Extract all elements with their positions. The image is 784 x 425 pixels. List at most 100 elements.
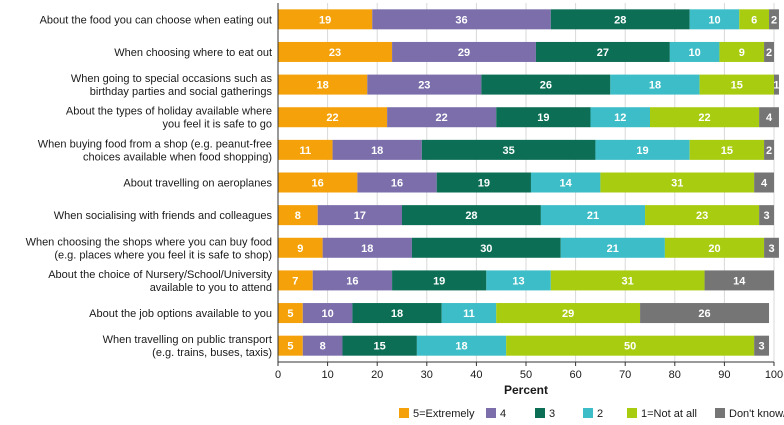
bar-segment	[322, 237, 412, 258]
x-tick-label: 40	[470, 369, 482, 381]
legend: 5=Extremely 4 3 2 1=Not at all Don't know/NA	[399, 408, 784, 420]
bar-segment	[496, 303, 641, 324]
bar-value-label: 35	[503, 145, 515, 157]
bar-segment	[278, 107, 388, 128]
bar-segment	[699, 74, 774, 95]
bar-segment	[367, 74, 482, 95]
legend-swatch	[715, 408, 725, 418]
bar-value-label: 22	[698, 112, 710, 124]
bar-segment	[387, 107, 497, 128]
bar-value-label: 12	[614, 112, 626, 124]
bar-segment	[352, 303, 442, 324]
bar-value-label: 15	[731, 80, 743, 92]
bar-segment	[764, 139, 774, 160]
category-label: About the choice of Nursery/School/Unive…	[48, 269, 272, 281]
bar-segment	[664, 237, 765, 258]
bar-segment	[278, 9, 373, 30]
bar-segment	[530, 172, 601, 193]
bar-value-label: 11	[463, 308, 475, 320]
x-tick-label: 60	[569, 369, 581, 381]
bars: 19 36 28 10 6 223 29 27 10 9 218 23 26 18 15 122 22 19 12 2…	[278, 9, 780, 356]
x-tick-label: 70	[619, 369, 631, 381]
bar-value-label: 26	[698, 308, 710, 320]
bar-value-label: 28	[465, 210, 477, 222]
bar-value-label: 19	[636, 145, 648, 157]
bar-segment	[496, 107, 591, 128]
category-label: When socialising with friends and collea…	[54, 210, 273, 222]
bar-value-label: 3	[768, 243, 774, 255]
bar-segment	[764, 41, 774, 62]
x-tick-label: 0	[275, 369, 281, 381]
legend-label: Don't know/NA	[729, 408, 784, 420]
x-tick-label: 90	[718, 369, 730, 381]
category-label: you feel it is safe to go	[163, 119, 272, 131]
bar-value-label: 6	[751, 14, 757, 26]
bar-segment	[278, 205, 318, 226]
bar-value-label: 30	[480, 243, 492, 255]
category-label: About travelling on aeroplanes	[123, 178, 272, 190]
bar-segment	[372, 9, 551, 30]
bar-segment	[416, 335, 507, 356]
bar-value-label: 29	[562, 308, 574, 320]
x-axis-title: Percent	[504, 383, 548, 397]
bar-segment	[278, 41, 393, 62]
bar-segment	[278, 172, 358, 193]
bar-value-label: 2	[766, 145, 772, 157]
bar-value-label: 16	[312, 178, 324, 190]
category-label: When choosing the shops where you can bu…	[26, 236, 272, 248]
category-labels: About the food you can choose when eatin…	[26, 14, 273, 359]
bar-segment	[704, 270, 774, 291]
bar-value-label: 10	[708, 14, 720, 26]
legend-swatch	[486, 408, 496, 418]
bar-segment	[739, 9, 770, 30]
x-tick-label: 100	[765, 369, 783, 381]
legend-label: 2	[597, 408, 603, 420]
bar-value-label: 31	[622, 275, 634, 287]
bar-segment	[535, 41, 670, 62]
category-label: When choosing where to eat out	[114, 47, 272, 59]
bar-segment	[357, 172, 437, 193]
bar-value-label: 23	[418, 80, 430, 92]
bar-segment	[278, 74, 368, 95]
bar-segment	[278, 139, 333, 160]
bar-segment	[392, 41, 536, 62]
bar-value-label: 18	[371, 145, 383, 157]
bar-value-label: 7	[292, 275, 298, 287]
category-label: When travelling on public transport	[103, 334, 272, 346]
bar-segment	[392, 270, 487, 291]
bar-value-label: 22	[326, 112, 338, 124]
legend-swatch	[627, 408, 637, 418]
bar-segment	[486, 270, 551, 291]
bar-value-label: 10	[321, 308, 333, 320]
bar-segment	[754, 335, 770, 356]
bar-value-label: 4	[766, 112, 773, 124]
bar-segment	[640, 303, 770, 324]
bar-value-label: 5	[287, 308, 293, 320]
bar-value-label: 5	[287, 341, 293, 353]
bar-segment	[278, 335, 303, 356]
bar-segment	[689, 139, 765, 160]
legend-label: 3	[549, 408, 555, 420]
bar-segment	[550, 270, 705, 291]
bar-value-label: 15	[374, 341, 386, 353]
bar-segment	[506, 335, 755, 356]
bar-value-label: 26	[540, 80, 552, 92]
x-tick-label: 80	[669, 369, 681, 381]
legend-label: 4	[500, 408, 506, 420]
bar-segment	[759, 107, 779, 128]
bar-segment	[669, 41, 720, 62]
bar-value-label: 1	[773, 80, 779, 92]
bar-segment	[302, 335, 343, 356]
legend-swatch	[399, 408, 409, 418]
bar-segment	[317, 205, 402, 226]
bar-value-label: 18	[317, 80, 329, 92]
bar-value-label: 36	[455, 14, 467, 26]
bar-segment	[595, 139, 690, 160]
bar-segment	[754, 172, 774, 193]
bar-value-label: 22	[436, 112, 448, 124]
category-label: birthday parties and social gatherings	[90, 86, 273, 98]
bar-value-label: 19	[478, 178, 490, 190]
legend-label: 1=Not at all	[641, 408, 697, 420]
bar-value-label: 8	[320, 341, 326, 353]
